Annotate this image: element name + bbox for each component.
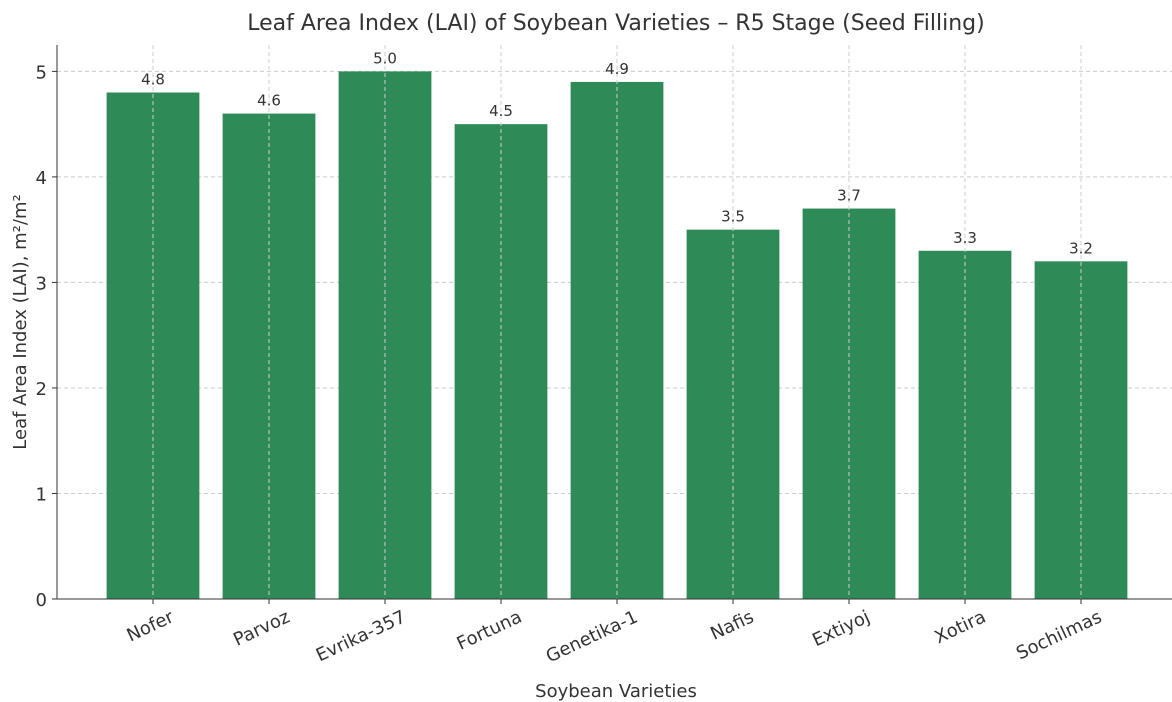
x-tick-label: Fortuna bbox=[454, 606, 525, 654]
x-tick-label: Nofer bbox=[124, 606, 178, 646]
value-label: 4.5 bbox=[489, 102, 513, 120]
x-axis-label: Soybean Varieties bbox=[535, 681, 697, 702]
y-tick-label: 2 bbox=[36, 379, 47, 400]
value-label: 3.3 bbox=[953, 229, 977, 247]
x-tick-label: Parvoz bbox=[230, 606, 293, 650]
value-label: 3.7 bbox=[837, 187, 861, 205]
value-label: 3.5 bbox=[721, 208, 745, 226]
value-label: 4.8 bbox=[141, 70, 165, 88]
y-tick-label: 5 bbox=[36, 62, 47, 83]
y-tick-label: 1 bbox=[36, 484, 47, 505]
x-tick-label: Extiyoj bbox=[809, 606, 873, 651]
x-tick-label: Sochilmas bbox=[1013, 606, 1105, 664]
x-tick-label: Genetika-1 bbox=[543, 606, 641, 667]
value-label: 4.6 bbox=[257, 92, 281, 110]
x-tick-label: Xotira bbox=[931, 606, 989, 648]
value-label: 4.9 bbox=[605, 60, 629, 78]
y-tick-label: 4 bbox=[36, 168, 47, 189]
y-tick-label: 3 bbox=[36, 273, 47, 294]
y-tick-label: 0 bbox=[36, 590, 47, 611]
chart-title: Leaf Area Index (LAI) of Soybean Varieti… bbox=[247, 11, 984, 36]
value-label: 5.0 bbox=[373, 49, 397, 67]
value-label: 3.2 bbox=[1069, 239, 1093, 257]
y-axis-label: Leaf Area Index (LAI), m²/m² bbox=[10, 194, 31, 449]
x-tick-label: Nafis bbox=[707, 606, 757, 644]
x-tick-label: Evrika-357 bbox=[313, 606, 409, 666]
